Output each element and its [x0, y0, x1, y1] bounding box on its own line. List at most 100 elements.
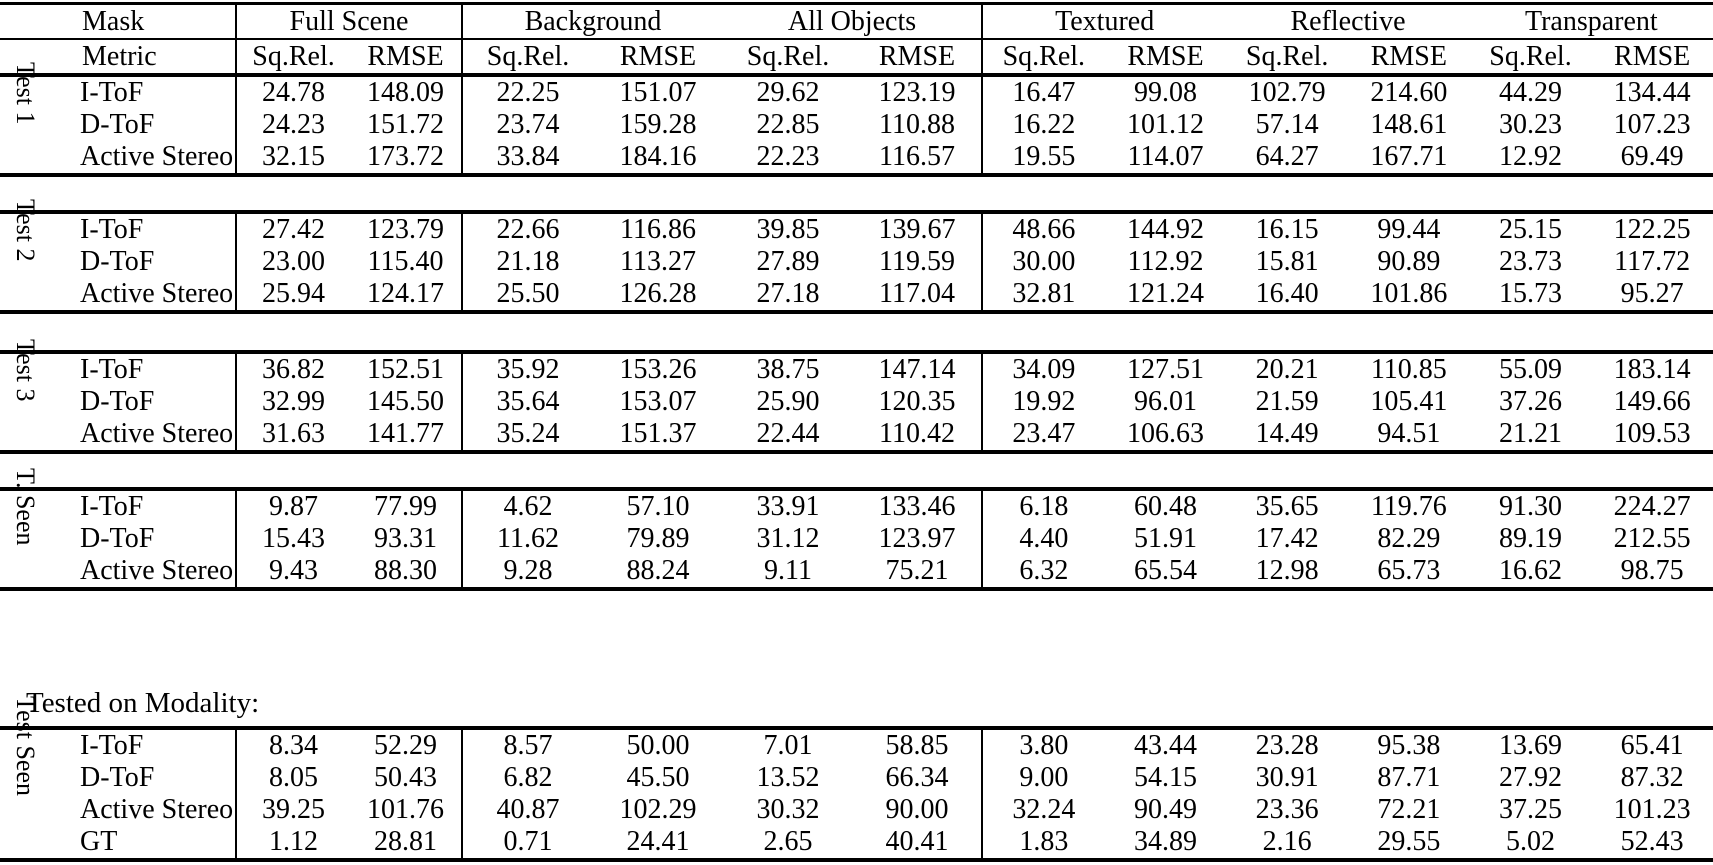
metric-value: 30.00: [1012, 246, 1076, 277]
metric-value: 32.81: [1012, 278, 1076, 309]
metric-value: 173.72: [350, 141, 463, 173]
metric-value: 7.01: [763, 730, 813, 761]
table-block-test-seen: Test Seen I-ToF 8.34 52.29 8.57 50.00 7.01 58.8…: [0, 696, 1713, 862]
metric-value: 106.63: [1126, 418, 1204, 449]
metric-value: 35.92: [496, 354, 560, 385]
metric-corner-label: Metric: [0, 40, 237, 73]
metric-value: 9.43: [269, 555, 318, 586]
metric-value: 75.21: [853, 555, 983, 587]
metric-value: 40.87: [496, 794, 560, 825]
metric-value: 5.02: [1505, 826, 1555, 857]
column-group-header: Full Scene: [237, 5, 463, 38]
metric-value: 82.29: [1377, 523, 1441, 554]
metric-value: 34.89: [1133, 826, 1197, 857]
metric-value: 4.62: [503, 491, 553, 522]
metric-value: 113.27: [620, 246, 696, 277]
metric-value: 40.41: [853, 826, 983, 858]
metric-value: 29.55: [1377, 826, 1441, 857]
metric-value: 27.92: [1498, 762, 1562, 793]
metric-value: 121.24: [1126, 278, 1204, 309]
metric-value: 24.23: [262, 109, 325, 140]
metric-value: 88.24: [626, 555, 690, 586]
metric-value: 99.08: [1133, 77, 1197, 108]
metric-value: 115.40: [350, 246, 463, 278]
metric-value: 27.89: [756, 246, 820, 277]
metric-value: 28.81: [350, 826, 463, 858]
metric-value: 9.11: [764, 555, 812, 586]
metric-value: 6.82: [503, 762, 553, 793]
metric-value: 90.49: [1133, 794, 1197, 825]
metric-value: 95.27: [1620, 278, 1684, 309]
metric-value: 184.16: [619, 141, 697, 172]
metric-value: 99.44: [1377, 214, 1441, 245]
metric-value: 22.23: [756, 141, 820, 172]
metric-value: 148.09: [350, 77, 463, 109]
metric-header: RMSE: [619, 41, 697, 72]
metric-value: 133.46: [853, 491, 983, 523]
metric-value: 87.71: [1377, 762, 1441, 793]
metric-value: 141.77: [350, 418, 463, 450]
metric-value: 45.50: [626, 762, 690, 793]
method-label: I-ToF: [50, 77, 237, 109]
metric-value: 145.50: [350, 386, 463, 418]
method-label: GT: [50, 826, 237, 858]
metric-value: 21.59: [1255, 386, 1319, 417]
metric-value: 96.01: [1133, 386, 1197, 417]
method-label: D-ToF: [50, 246, 237, 278]
row-group-label-cell: Test 2: [0, 199, 50, 261]
group-header-row: Mask Full Scene Background All Objects Text…: [0, 5, 1713, 40]
metric-value: 151.37: [619, 418, 697, 449]
metric-value: 88.30: [350, 555, 463, 587]
test1-rows: Test 1 I-ToF 24.78 148.09 22.25 151.07 29.62 12…: [0, 62, 1713, 173]
metric-value: 30.23: [1498, 109, 1562, 140]
metric-value: 33.84: [496, 141, 560, 172]
metric-value: 0.71: [503, 826, 553, 857]
metric-value: 52.29: [350, 730, 463, 762]
metric-value: 119.59: [853, 246, 983, 278]
metric-value: 64.27: [1255, 141, 1319, 172]
metric-value: 123.19: [853, 77, 983, 109]
metric-value: 66.34: [853, 762, 983, 794]
metric-value: 57.14: [1255, 109, 1319, 140]
metric-value: 39.25: [262, 794, 325, 825]
method-label: I-ToF: [50, 354, 237, 386]
metric-value: 19.55: [1012, 141, 1076, 172]
metric-value: 65.54: [1133, 555, 1197, 586]
metric-value: 183.14: [1613, 354, 1691, 385]
metric-value: 116.57: [853, 141, 983, 173]
metric-value: 37.25: [1498, 794, 1562, 825]
metric-value: 25.50: [496, 278, 560, 309]
metric-value: 9.28: [503, 555, 553, 586]
metric-value: 1.83: [1019, 826, 1069, 857]
metric-value: 148.61: [1370, 109, 1448, 140]
method-label: I-ToF: [50, 730, 237, 762]
metric-value: 60.48: [1133, 491, 1197, 522]
metric-header: RMSE: [350, 40, 463, 73]
method-label: Active Stereo: [50, 418, 237, 450]
metric-value: 6.32: [1019, 555, 1069, 586]
metric-value: 3.80: [1019, 730, 1069, 761]
test3-rows: Test 3 I-ToF 36.82 152.51 35.92 153.26 38.75 14…: [0, 339, 1713, 450]
metric-value: 23.73: [1498, 246, 1562, 277]
metric-value: 102.79: [1248, 77, 1326, 108]
metric-value: 109.53: [1613, 418, 1691, 449]
metric-value: 38.75: [756, 354, 820, 385]
metric-value: 152.51: [350, 354, 463, 386]
metric-header: Sq.Rel.: [746, 41, 830, 72]
metric-value: 101.23: [1613, 794, 1691, 825]
metric-value: 122.25: [1613, 214, 1691, 245]
metric-value: 11.62: [497, 523, 559, 554]
metric-value: 31.12: [756, 523, 820, 554]
metric-value: 123.97: [853, 523, 983, 555]
metric-value: 123.79: [350, 214, 463, 246]
tested-on-modality-note: Tested on Modality:: [26, 687, 260, 719]
table-block-test1: Mask Full Scene Background All Objects Text…: [0, 2, 1713, 177]
metric-header: RMSE: [1127, 41, 1204, 72]
metric-value: 124.17: [350, 278, 463, 310]
metric-value: 159.28: [619, 109, 697, 140]
metric-value: 31.63: [262, 418, 325, 449]
test-seen-rows: Test Seen I-ToF 8.34 52.29 8.57 50.00 7.01 58.8…: [0, 696, 1713, 858]
metric-value: 16.47: [1012, 77, 1076, 108]
metric-value: 126.28: [619, 278, 697, 309]
metric-value: 30.91: [1255, 762, 1319, 793]
